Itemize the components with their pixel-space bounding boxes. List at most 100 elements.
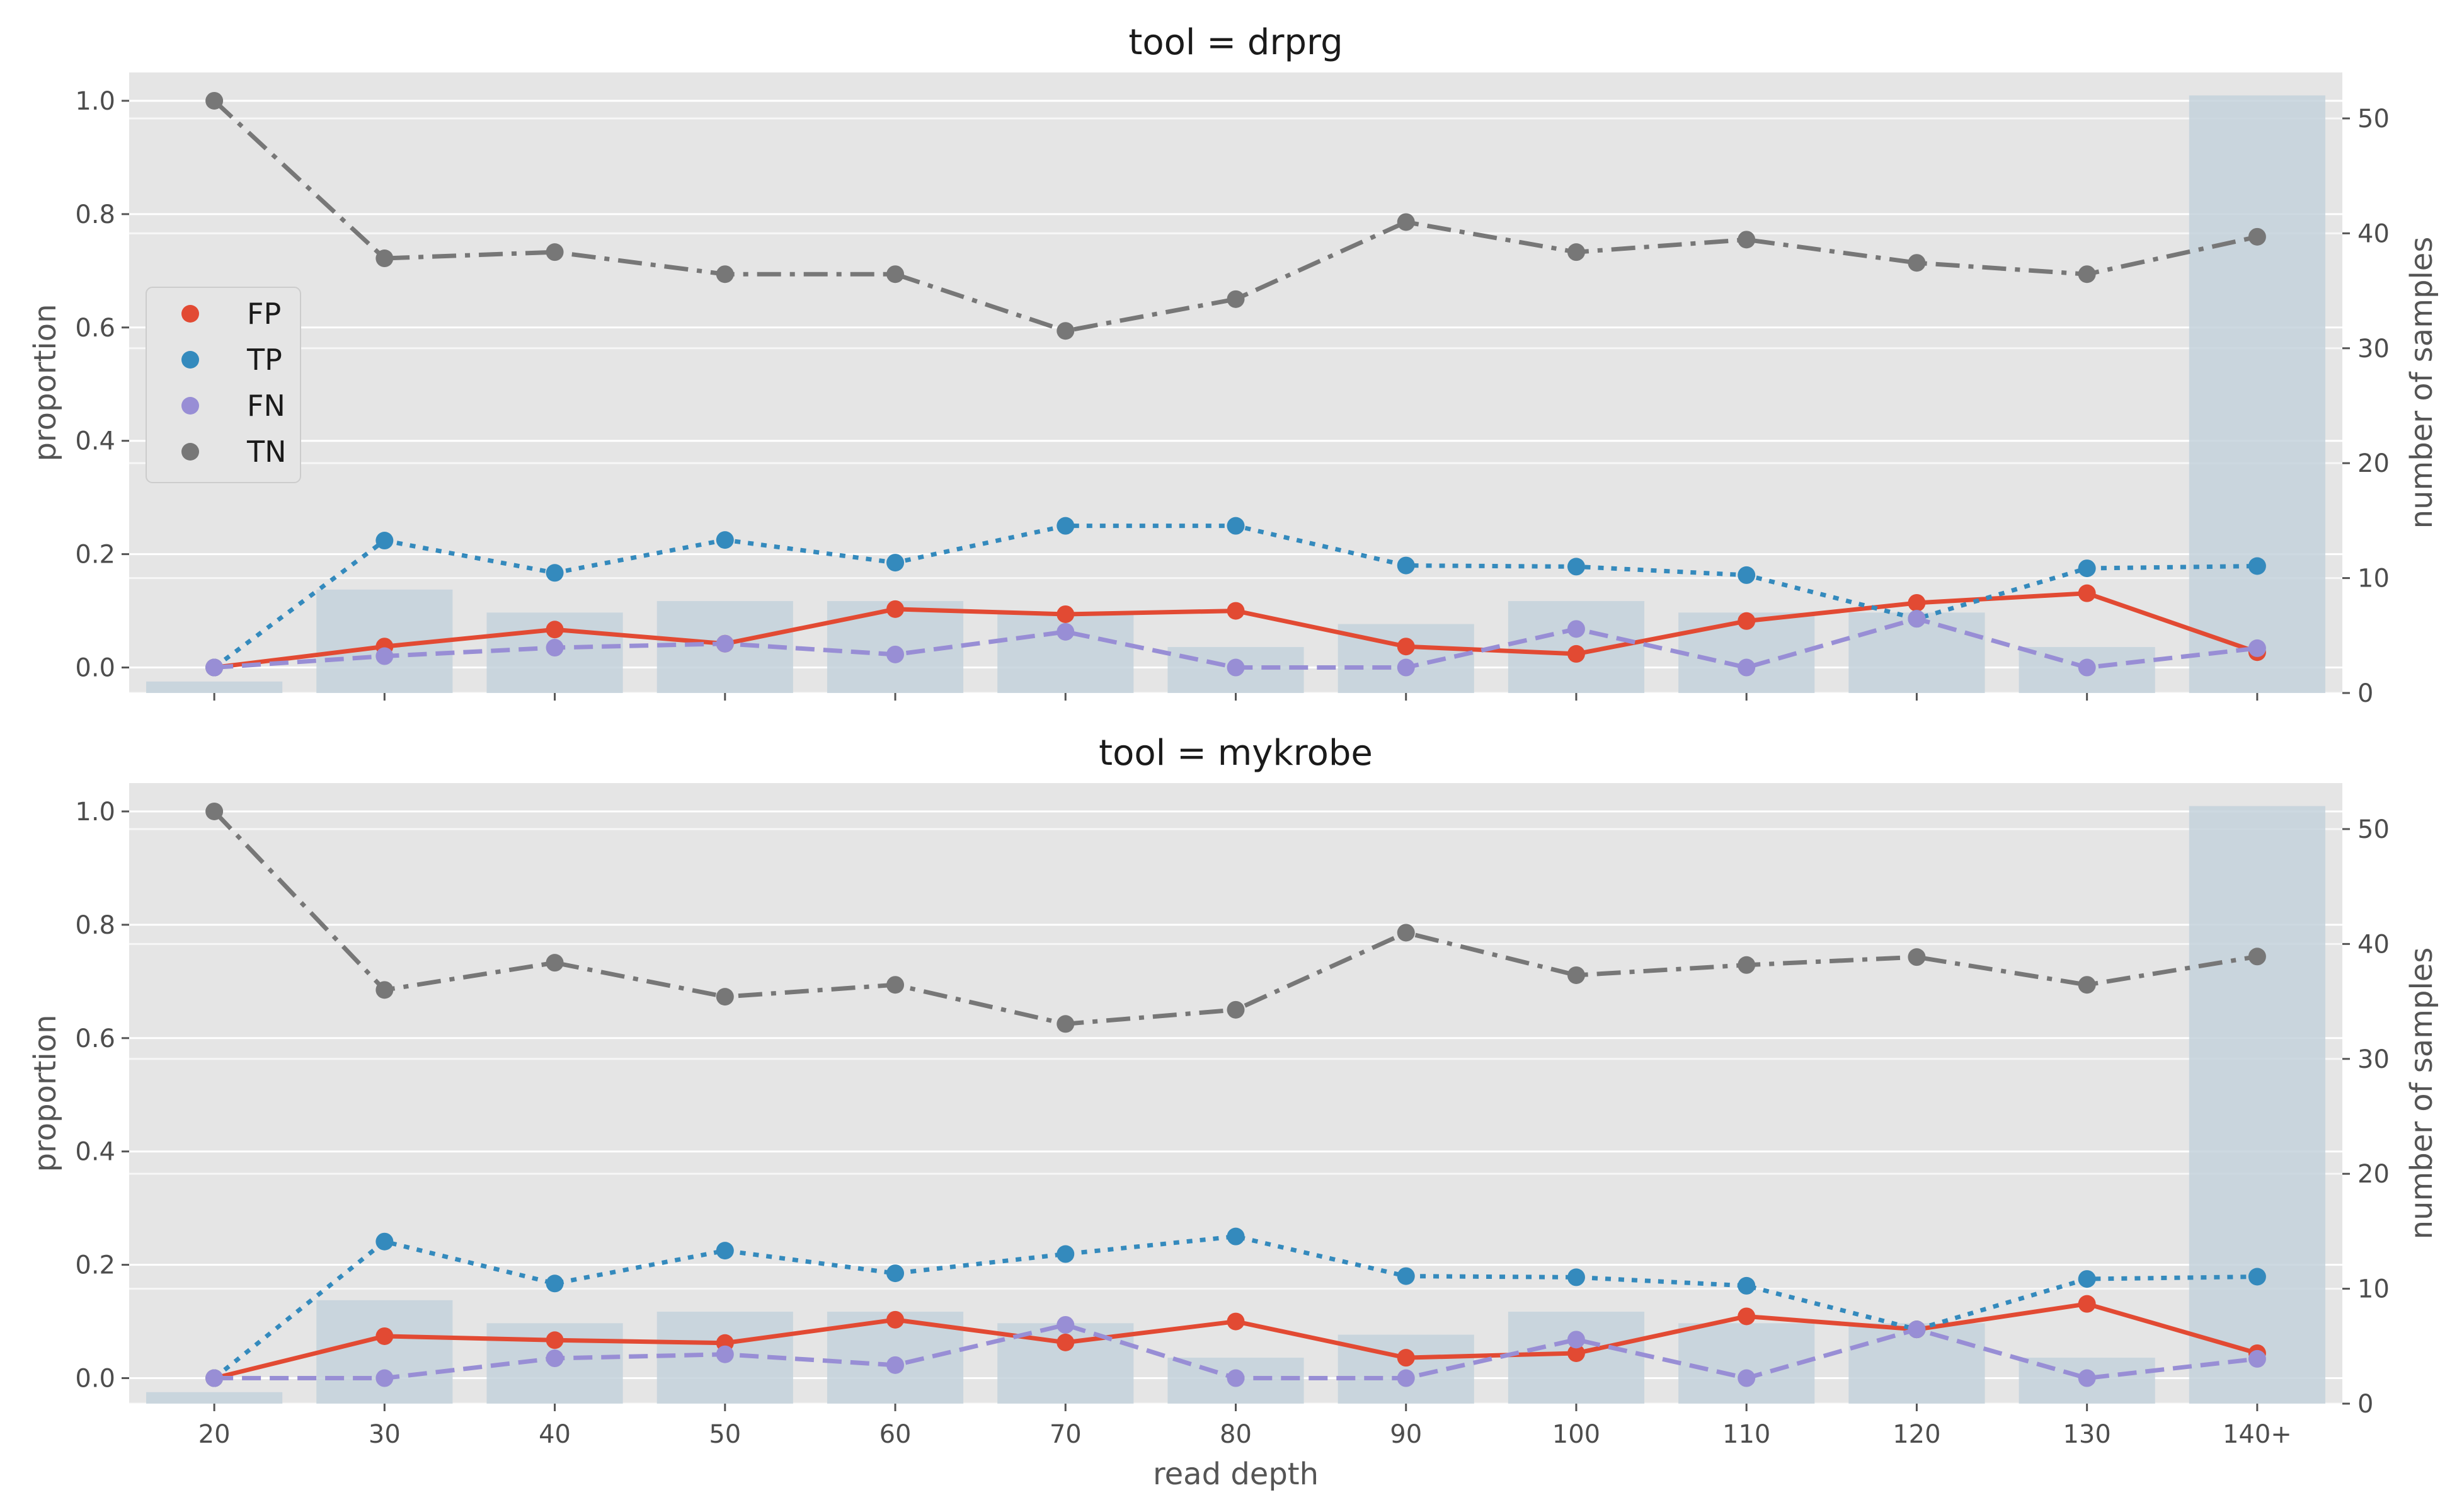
y-axis-label: proportion <box>28 304 63 461</box>
data-point-tp <box>716 531 734 549</box>
data-point-tn <box>546 243 564 261</box>
data-point-fp <box>375 1327 394 1345</box>
y-tick-label: 1.0 <box>75 87 115 116</box>
x-tick-label: 80 <box>1220 1420 1252 1449</box>
data-point-fn <box>2248 639 2266 657</box>
y2-axis-label: number of samples <box>2404 237 2439 529</box>
data-point-fp <box>2078 1295 2096 1313</box>
data-point-tp <box>546 1274 564 1293</box>
data-point-tn <box>2078 265 2096 284</box>
x-tick-label: 120 <box>1893 1420 1940 1449</box>
data-point-tn <box>716 988 734 1006</box>
data-point-tn <box>375 249 394 268</box>
legend-label-fp: FP <box>247 297 281 331</box>
sample-count-bar <box>146 681 283 693</box>
data-point-fn <box>1567 1331 1585 1349</box>
data-point-tn <box>1567 243 1585 261</box>
sample-count-bar <box>2189 95 2325 694</box>
legend-marker-tn <box>181 443 199 461</box>
data-point-tn <box>1738 956 1756 974</box>
data-point-tp <box>716 1242 734 1260</box>
data-point-tp <box>2248 557 2266 575</box>
data-point-tn <box>1227 290 1245 308</box>
data-point-fp <box>886 1310 905 1329</box>
data-point-fp <box>1057 1333 1075 1351</box>
y2-tick-label: 20 <box>2357 1160 2390 1189</box>
data-point-tp <box>1227 517 1245 535</box>
data-point-fp <box>1567 644 1585 663</box>
data-point-fp <box>1057 605 1075 623</box>
y-tick-label: 0.6 <box>75 314 115 343</box>
y2-tick-label: 10 <box>2357 564 2390 593</box>
data-point-fp <box>546 621 564 639</box>
x-tick-label: 40 <box>539 1420 571 1449</box>
data-point-fp <box>1738 1307 1756 1326</box>
data-point-tp <box>2078 559 2096 578</box>
x-tick-label: 30 <box>369 1420 401 1449</box>
legend-box <box>146 287 301 483</box>
y2-tick-label: 40 <box>2357 219 2390 248</box>
data-point-tn <box>546 954 564 972</box>
sample-count-bar <box>2189 806 2325 1404</box>
data-point-fn <box>716 1345 734 1363</box>
data-point-fn <box>1738 658 1756 677</box>
data-point-tp <box>1567 558 1585 576</box>
data-point-fn <box>546 639 564 657</box>
y-tick-label: 1.0 <box>75 798 115 827</box>
data-point-tn <box>886 976 905 994</box>
data-point-fn <box>375 1369 394 1387</box>
x-tick-label: 140+ <box>2223 1420 2292 1449</box>
data-point-fn <box>1908 1320 1926 1339</box>
y2-axis-label: number of samples <box>2404 948 2439 1240</box>
y-tick-label: 0.6 <box>75 1024 115 1053</box>
data-point-tn <box>1057 322 1075 340</box>
data-point-fp <box>1908 593 1926 612</box>
data-point-tp <box>2078 1270 2096 1288</box>
y-axis-label: proportion <box>28 1014 63 1172</box>
data-point-tn <box>2078 976 2096 994</box>
legend-label-tn: TN <box>246 435 287 469</box>
sample-count-bar <box>146 1392 283 1404</box>
data-point-tp <box>546 564 564 582</box>
y2-tick-label: 30 <box>2357 1045 2390 1074</box>
y2-tick-label: 20 <box>2357 449 2390 478</box>
x-tick-label: 20 <box>198 1420 231 1449</box>
y2-tick-label: 40 <box>2357 930 2390 959</box>
data-point-tn <box>1908 254 1926 272</box>
y-tick-label: 0.0 <box>75 654 115 683</box>
legend-marker-fp <box>181 305 199 323</box>
data-point-fn <box>1397 658 1415 677</box>
data-point-fn <box>1227 658 1245 677</box>
data-point-tn <box>2248 227 2266 246</box>
y-tick-label: 0.4 <box>75 427 115 456</box>
data-point-tp <box>2248 1268 2266 1286</box>
data-point-fn <box>1738 1369 1756 1387</box>
data-point-tn <box>205 802 224 820</box>
panel-1: 0.0 0.2 0.4 0.6 0.8 1.0 0 10 20 30 40 50 20 30 40 50 60 7… <box>28 733 2439 1492</box>
data-point-fp <box>1397 1349 1415 1367</box>
legend-marker-tp <box>181 351 199 369</box>
data-point-tp <box>886 554 905 572</box>
data-point-tn <box>1567 966 1585 984</box>
y2-tick-label: 30 <box>2357 335 2390 364</box>
data-point-fn <box>1397 1369 1415 1387</box>
data-point-fn <box>546 1349 564 1368</box>
data-point-fp <box>1567 1344 1585 1362</box>
y2-tick-label: 0 <box>2357 1390 2373 1419</box>
data-point-fn <box>1057 1315 1075 1334</box>
data-point-fn <box>1227 1369 1245 1387</box>
y2-tick-label: 0 <box>2357 679 2373 708</box>
data-point-fn <box>205 658 224 677</box>
data-point-tn <box>2248 948 2266 966</box>
data-point-tn <box>205 91 224 110</box>
y-tick-label: 0.4 <box>75 1138 115 1167</box>
panel-title: tool = mykrobe <box>1099 733 1373 774</box>
data-point-tp <box>1397 556 1415 575</box>
x-tick-label: 50 <box>709 1420 741 1449</box>
data-point-tn <box>1227 1000 1245 1019</box>
data-point-tp <box>375 532 394 550</box>
data-point-tp <box>375 1232 394 1251</box>
x-tick-label: 100 <box>1552 1420 1600 1449</box>
data-point-tp <box>1057 1245 1075 1263</box>
